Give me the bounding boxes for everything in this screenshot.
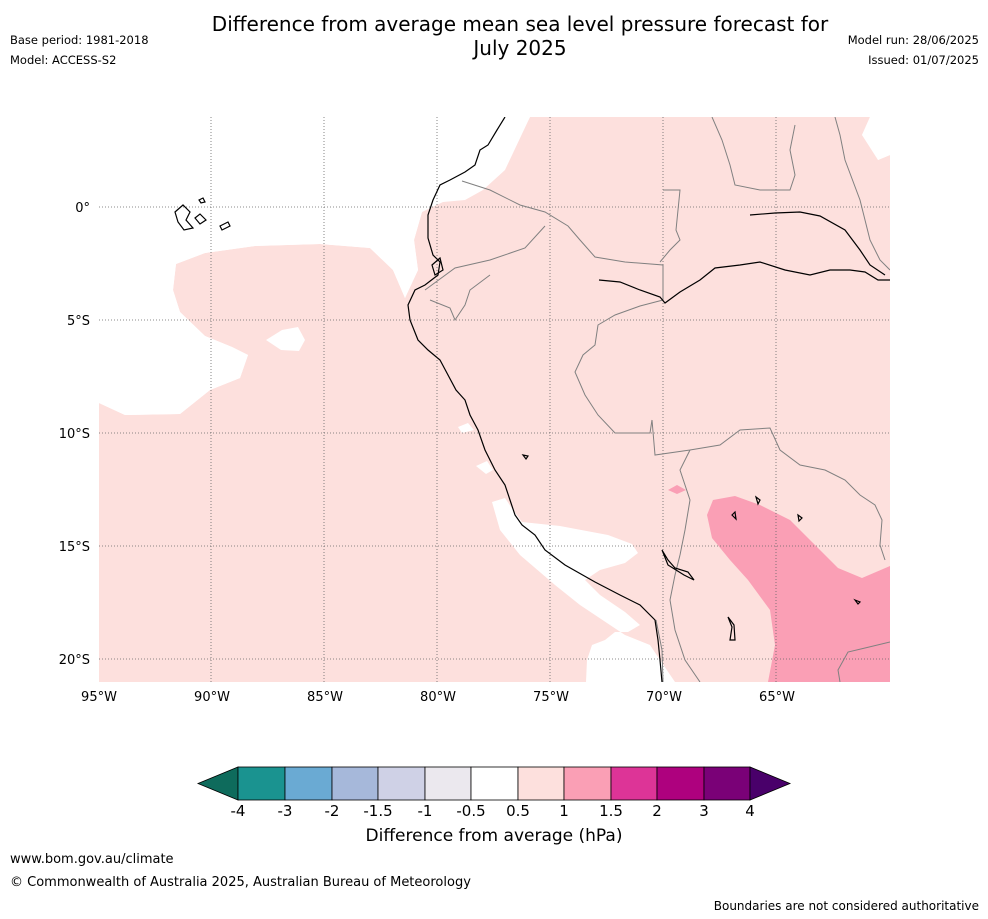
anomaly-region-1-1.5 [707, 496, 890, 682]
map-panel [99, 117, 890, 682]
colorbar-tick-label: 4 [745, 802, 755, 820]
model-text: Model: ACCESS-S2 [10, 53, 117, 67]
meta-right: Model run: 28/06/2025 Issued: 01/07/2025 [848, 30, 979, 70]
colorbar-tick-label: 3 [699, 802, 709, 820]
colorbar-tick-label: -1.5 [363, 802, 392, 820]
country-borders [424, 117, 890, 682]
colorbar-segment [331, 766, 379, 801]
gridlines [99, 117, 890, 682]
longitude-tick-labels: 95°W 90°W 85°W 80°W 75°W 70°W 65°W [81, 690, 795, 705]
model-run-text: Model run: 28/06/2025 [847, 33, 979, 47]
colorbar-tick-label: 1 [559, 802, 569, 820]
lat-tick-label: 15°S [59, 540, 90, 555]
lon-tick-label: 70°W [646, 690, 682, 705]
colorbar-tick-label: 1.5 [599, 802, 623, 820]
title-line-1: Difference from average mean sea level p… [211, 12, 829, 36]
lon-tick-label: 65°W [759, 690, 795, 705]
colorbar-segment [563, 766, 612, 801]
lon-tick-label: 95°W [81, 690, 117, 705]
lat-tick-label: 5°S [67, 314, 90, 329]
colorbar-tick-label: -4 [231, 802, 246, 820]
footer-copyright: © Commonwealth of Australia 2025, Austra… [10, 875, 471, 890]
colorbar-segment [703, 766, 751, 801]
colorbar-segment [470, 766, 519, 801]
white-hole-north [99, 117, 530, 415]
white-hole-coast-1 [458, 423, 474, 433]
colorbar: -4 -3 -2 -1.5 -1 -0.5 0.5 1 1.5 2 3 4 [196, 766, 792, 820]
title-line-2: July 2025 [473, 36, 567, 60]
meta-left: Base period: 1981-2018 Model: ACCESS-S2 [10, 30, 149, 70]
white-hole-ocean-1 [266, 327, 305, 351]
colorbar-tick-label: -1 [418, 802, 433, 820]
colorbar-tick-label: 2 [652, 802, 662, 820]
white-hole-peru [492, 498, 675, 682]
colorbar-tick-label: -2 [325, 802, 340, 820]
colorbar-segment [237, 766, 286, 801]
figure-title: Difference from average mean sea level p… [170, 12, 870, 60]
colorbar-segment [377, 766, 426, 801]
coastline [174, 117, 890, 682]
lon-tick-label: 75°W [533, 690, 569, 705]
latitude-tick-labels: 0° 5°S 10°S 15°S 20°S [59, 201, 90, 668]
white-hole-coast-2 [476, 461, 493, 474]
lon-tick-label: 85°W [307, 690, 343, 705]
lon-tick-label: 90°W [194, 690, 230, 705]
anomaly-region-0.5-1 [99, 117, 890, 682]
colorbar-tick-label: -0.5 [456, 802, 485, 820]
colorbar-tick-label: 0.5 [506, 802, 530, 820]
colorbar-tick-label: -3 [278, 802, 293, 820]
colorbar-segment [517, 766, 565, 801]
lat-tick-label: 0° [75, 201, 90, 216]
white-hole-ne [862, 117, 890, 160]
base-period-text: Base period: 1981-2018 [10, 33, 149, 47]
colorbar-title: Difference from average (hPa) [365, 826, 623, 846]
issued-text: Issued: 01/07/2025 [868, 53, 979, 67]
footer-url[interactable]: www.bom.gov.au/climate [10, 852, 174, 867]
footer-note: Boundaries are not considered authoritat… [713, 899, 979, 913]
anomaly-spot-1-1.5 [668, 485, 686, 494]
lat-tick-label: 20°S [59, 653, 90, 668]
colorbar-segment [424, 766, 472, 801]
colorbar-segment [656, 766, 705, 801]
lat-tick-label: 10°S [59, 427, 90, 442]
colorbar-under-arrow [196, 766, 239, 801]
lon-tick-label: 80°W [420, 690, 456, 705]
colorbar-over-arrow [749, 766, 792, 801]
colorbar-segment [284, 766, 333, 801]
colorbar-segment [610, 766, 658, 801]
